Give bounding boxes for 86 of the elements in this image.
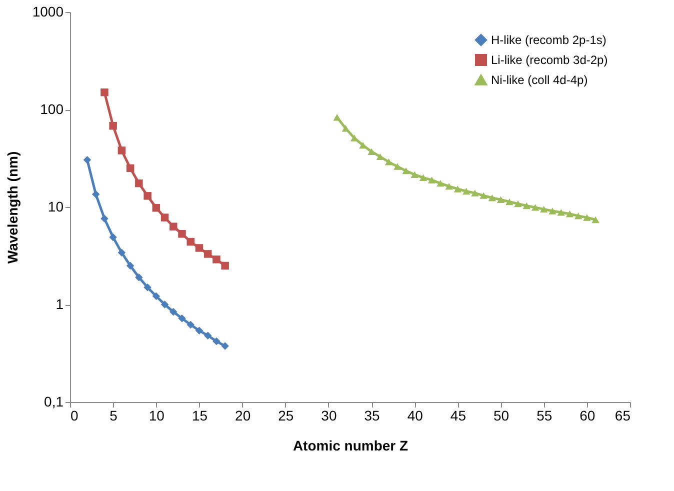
point <box>118 146 126 154</box>
x-tick-label: 55 <box>536 408 552 424</box>
point <box>195 244 204 252</box>
point <box>471 190 479 196</box>
point <box>394 163 402 170</box>
point <box>170 222 178 230</box>
point <box>574 212 582 220</box>
point <box>480 192 488 199</box>
point <box>488 194 496 202</box>
y-tick-label: 0,1 <box>44 394 64 410</box>
point <box>342 125 350 132</box>
point <box>152 292 160 300</box>
point <box>540 206 548 213</box>
point <box>376 153 384 160</box>
x-tick-label: 65 <box>614 408 631 424</box>
point <box>144 192 152 200</box>
point <box>109 122 117 130</box>
point <box>333 114 341 121</box>
x-tick-label: 5 <box>110 408 118 424</box>
legend-label: H-like (recomb 2p-1s) <box>491 33 606 47</box>
point <box>160 300 169 308</box>
point <box>462 188 470 195</box>
point <box>445 182 453 190</box>
y-tick-label: 1 <box>56 296 64 312</box>
point <box>402 167 410 174</box>
point <box>384 158 393 166</box>
point <box>359 142 367 149</box>
point <box>195 326 204 334</box>
point <box>100 88 108 96</box>
y-tick-label: 10 <box>48 198 64 214</box>
point <box>419 174 428 182</box>
point <box>135 179 143 188</box>
point <box>92 190 100 198</box>
point <box>531 204 540 211</box>
point <box>100 214 108 222</box>
point <box>212 256 220 264</box>
point <box>126 164 134 172</box>
point <box>557 209 565 216</box>
point <box>410 171 418 178</box>
x-tick-label: 20 <box>235 408 251 424</box>
x-tick-label: 35 <box>364 408 380 424</box>
point <box>506 198 514 206</box>
point <box>170 308 178 316</box>
point <box>428 176 436 184</box>
point <box>368 148 376 155</box>
point <box>152 204 160 212</box>
point <box>514 200 522 208</box>
point <box>436 180 444 187</box>
point <box>118 248 126 257</box>
point <box>160 214 169 222</box>
x-tick-label: 45 <box>450 408 466 424</box>
point <box>204 332 212 340</box>
y-axis-title: Wavelength (nm) <box>4 151 20 264</box>
point <box>135 273 143 282</box>
point <box>109 233 117 242</box>
point <box>522 202 530 210</box>
point <box>454 186 462 192</box>
point <box>186 238 194 246</box>
point <box>178 314 186 322</box>
point <box>204 250 212 258</box>
point <box>221 262 229 270</box>
x-tick-label: 0 <box>70 408 78 424</box>
x-tick-label: 60 <box>580 408 596 424</box>
point <box>592 216 600 224</box>
x-tick-label: 10 <box>148 408 165 424</box>
x-tick-label: 25 <box>278 408 294 424</box>
x-tick-label: 15 <box>192 408 208 424</box>
x-tick-label: 40 <box>407 408 424 424</box>
point <box>186 320 194 329</box>
point <box>548 208 556 214</box>
legend-label: Ni-like (coll 4d-4p) <box>491 73 588 87</box>
point <box>583 214 591 221</box>
x-tick-label: 50 <box>493 408 510 424</box>
y-tick-label: 100 <box>40 101 64 117</box>
point <box>566 210 574 218</box>
y-tick-label: 1000 <box>32 4 64 20</box>
point <box>83 156 92 164</box>
x-axis-title: Atomic number Z <box>292 438 409 454</box>
point <box>126 262 134 270</box>
x-tick-label: 30 <box>321 408 337 424</box>
point <box>178 230 186 238</box>
legend-label: Li-like (recomb 3d-2p) <box>491 53 608 67</box>
point <box>221 342 229 350</box>
point <box>144 283 152 292</box>
point <box>212 337 220 346</box>
point <box>496 196 505 203</box>
